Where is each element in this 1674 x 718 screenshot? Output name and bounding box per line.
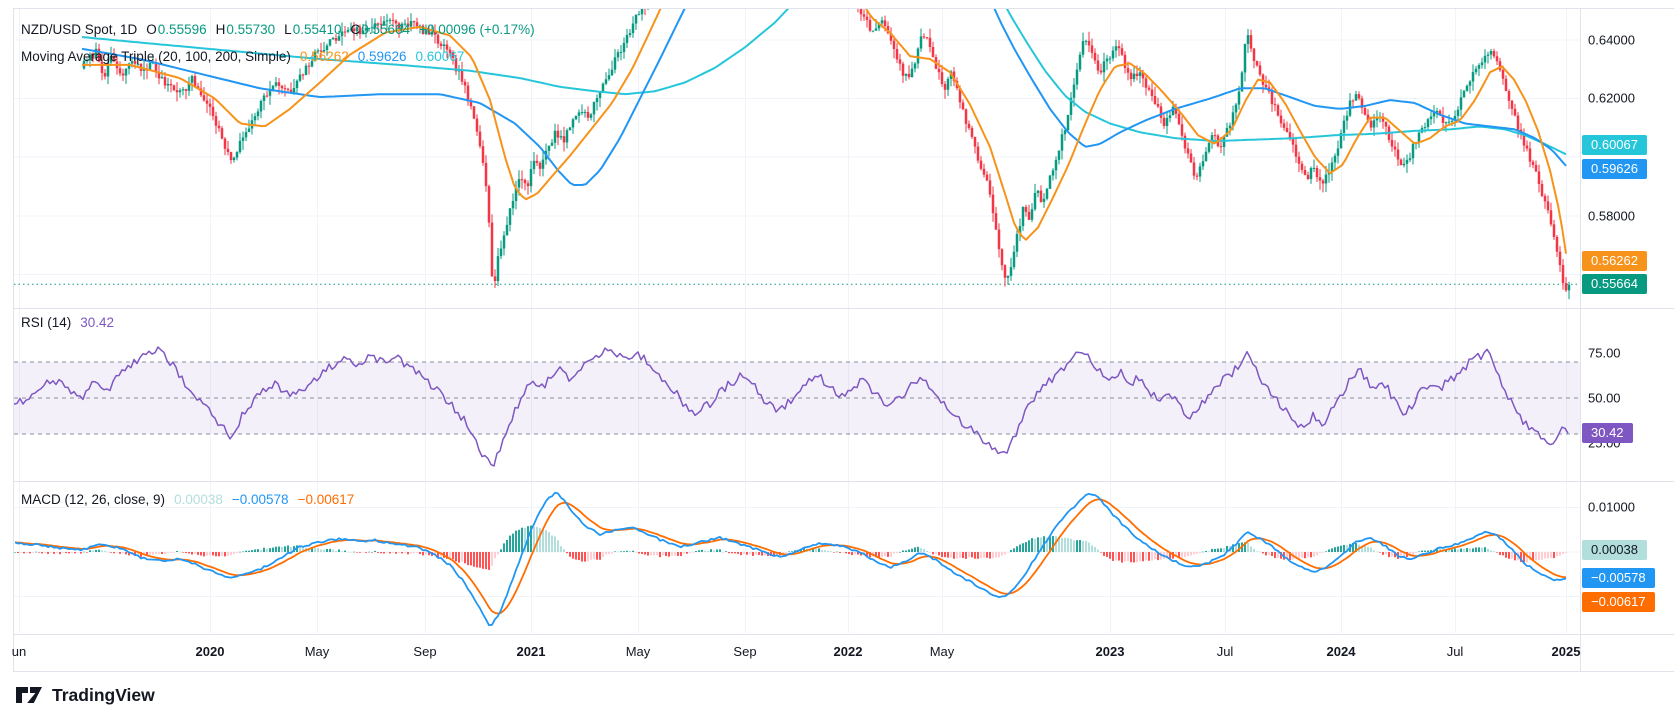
ma200-value: 0.60067 bbox=[415, 49, 465, 64]
macd-tick-001: 0.01000 bbox=[1588, 499, 1635, 515]
rsi-tick-75: 75.00 bbox=[1588, 345, 1621, 361]
ma-title: Moving Average Triple (20, 100, 200, Sim… bbox=[21, 49, 291, 64]
rsi-value-badge: 30.42 bbox=[1582, 423, 1633, 443]
brand-text: TradingView bbox=[52, 684, 155, 705]
time-axis-label: May bbox=[304, 644, 330, 659]
open-value: 0.55596 bbox=[157, 22, 207, 37]
macd-signal-value: −0.00617 bbox=[297, 492, 355, 507]
symbol-title: NZD/USD Spot, 1D bbox=[21, 22, 138, 37]
ma100-value: 0.59626 bbox=[357, 49, 407, 64]
time-axis-label: un bbox=[11, 644, 27, 659]
price-tick-058: 0.58000 bbox=[1588, 208, 1635, 224]
low-label: L bbox=[284, 22, 292, 37]
close-label: C bbox=[350, 22, 361, 37]
rsi-tick-50: 50.00 bbox=[1588, 390, 1621, 406]
high-label: H bbox=[215, 22, 226, 37]
macd-hist-badge: 0.00038 bbox=[1582, 540, 1647, 560]
time-axis-label: Sep bbox=[413, 644, 437, 659]
rsi-title: RSI (14) bbox=[21, 315, 72, 330]
time-axis-label: May bbox=[625, 644, 651, 659]
time-axis-label: May bbox=[929, 644, 955, 659]
macd-line-value: −0.00578 bbox=[231, 492, 289, 507]
ma20-price-badge: 0.56262 bbox=[1582, 251, 1647, 271]
low-value: 0.55410 bbox=[292, 22, 342, 37]
macd-hist-value: 0.00038 bbox=[174, 492, 223, 507]
time-axis-label: 2022 bbox=[833, 644, 863, 659]
time-axis-label: 2020 bbox=[195, 644, 225, 659]
rsi-value: 30.42 bbox=[80, 315, 115, 330]
macd-title: MACD (12, 26, close, 9) bbox=[21, 492, 166, 507]
time-axis-label: 2021 bbox=[516, 644, 546, 659]
macd-legend[interactable]: MACD (12, 26, close, 9) 0.00038 −0.00578… bbox=[21, 492, 354, 507]
time-axis-label: 2024 bbox=[1326, 644, 1356, 659]
ma200-price-badge: 0.60067 bbox=[1582, 135, 1647, 155]
ma-legend[interactable]: Moving Average Triple (20, 100, 200, Sim… bbox=[21, 49, 464, 64]
price-tick-062: 0.62000 bbox=[1588, 90, 1635, 106]
time-axis-label: Jul bbox=[1446, 644, 1464, 659]
change-value: +0.00096 (+0.17%) bbox=[419, 22, 535, 37]
time-axis-label: Sep bbox=[733, 644, 757, 659]
close-value: 0.55664 bbox=[361, 22, 411, 37]
time-axis-label: Jul bbox=[1216, 644, 1234, 659]
macd-signal-badge: −0.00617 bbox=[1582, 592, 1655, 612]
macd-line-badge: −0.00578 bbox=[1582, 568, 1655, 588]
open-label: O bbox=[146, 22, 157, 37]
symbol-legend[interactable]: NZD/USD Spot, 1D O 0.55596 H 0.55730 L 0.55… bbox=[21, 22, 535, 37]
rsi-legend[interactable]: RSI (14) 30.42 bbox=[21, 315, 114, 330]
price-tick-064: 0.64000 bbox=[1588, 32, 1635, 48]
time-axis-label: 2023 bbox=[1095, 644, 1125, 659]
ma20-value: 0.56262 bbox=[299, 49, 349, 64]
high-value: 0.55730 bbox=[226, 22, 276, 37]
last-price-badge: 0.55664 bbox=[1582, 274, 1647, 294]
tradingview-logo-icon bbox=[16, 687, 42, 703]
time-axis-label: 2025 bbox=[1551, 644, 1581, 659]
ma100-price-badge: 0.59626 bbox=[1582, 159, 1647, 179]
tradingview-brand[interactable]: TradingView bbox=[15, 684, 155, 706]
